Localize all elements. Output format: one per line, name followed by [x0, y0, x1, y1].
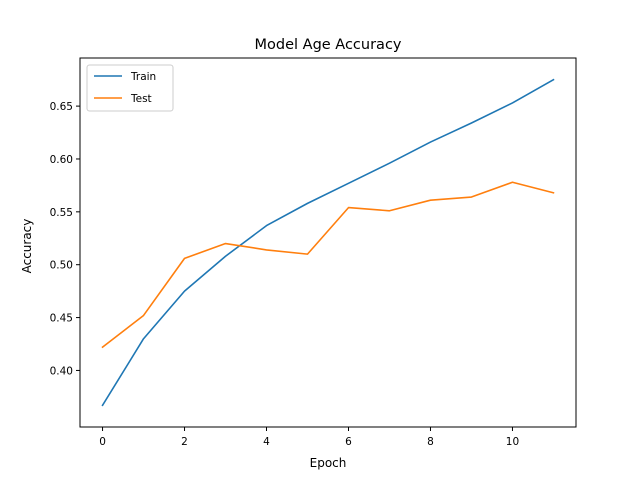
legend: Train Test [86, 64, 174, 112]
chart-title: Model Age Accuracy [255, 37, 402, 53]
y-tick-label: 0.55 [50, 207, 73, 219]
legend-box [86, 64, 174, 112]
x-tick-label: 0 [99, 436, 106, 448]
x-tick-label: 8 [427, 436, 434, 448]
y-tick-label: 0.60 [50, 154, 73, 166]
x-tick-label: 10 [506, 436, 519, 448]
y-tick-label: 0.45 [50, 313, 73, 325]
axes-frame [79, 57, 577, 428]
y-tick-label: 0.40 [50, 365, 73, 377]
series-line-train [101, 78, 555, 407]
x-tick-label: 4 [263, 436, 270, 448]
legend-label-train: Train [130, 71, 156, 83]
y-tick-label: 0.65 [50, 101, 73, 113]
x-axis-label: Epoch [310, 456, 347, 470]
plot-area: 0 2 4 6 8 10 0.40 0.45 0.50 0.55 0.60 0.65 [50, 57, 577, 448]
x-tick-label: 2 [181, 436, 188, 448]
series-line-test [101, 181, 555, 349]
y-tick-label: 0.50 [50, 260, 73, 272]
y-axis-label: Accuracy [20, 219, 34, 274]
x-tick-label: 6 [345, 436, 352, 448]
legend-label-test: Test [130, 93, 152, 105]
